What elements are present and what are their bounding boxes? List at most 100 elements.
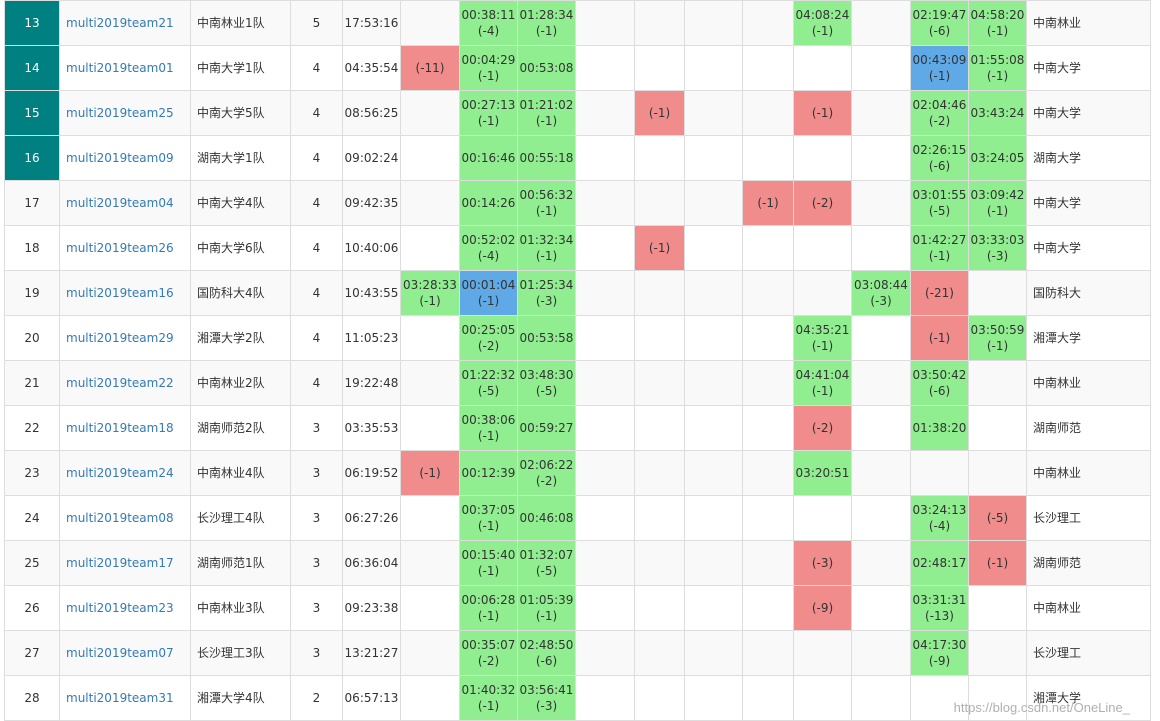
accept-time: 02:06:22	[519, 458, 574, 472]
accept-time: 04:08:24	[795, 8, 850, 22]
problem-cell	[575, 360, 635, 406]
team-link[interactable]: multi2019team08	[66, 511, 174, 525]
problem-cell	[968, 630, 1027, 676]
solved-count-cell: 4	[290, 180, 343, 226]
problem-cell	[634, 540, 685, 586]
penalty-time-cell: 03:35:53	[342, 405, 401, 451]
accept-time: 00:55:18	[519, 151, 574, 165]
team-cell: multi2019team23	[59, 585, 191, 631]
problem-cell: 04:17:30 (-9)	[910, 630, 969, 676]
wrong-tries: (-9)	[928, 654, 951, 668]
table-row: 22 multi2019team18 湖南师范2队 3 03:35:53 00:38:06…	[4, 405, 1151, 451]
problem-cell	[575, 315, 635, 361]
problem-cell	[742, 135, 794, 181]
team-name-cell: 湖南大学1队	[190, 135, 291, 181]
team-name-cell: 中南大学5队	[190, 90, 291, 136]
accept-time: 00:06:28	[461, 593, 516, 607]
scoreboard-table: 13 multi2019team21 中南林业1队 5 17:53:16 00:38:11…	[4, 0, 1151, 721]
rank-cell: 28	[4, 675, 60, 721]
wrong-tries: (-5)	[535, 564, 558, 578]
problem-cell	[851, 630, 911, 676]
accept-time: 02:48:50	[519, 638, 574, 652]
problem-cell: 00:01:04 (-1)	[459, 270, 518, 316]
team-link[interactable]: multi2019team04	[66, 196, 174, 210]
team-link[interactable]: multi2019team01	[66, 61, 174, 75]
team-link[interactable]: multi2019team23	[66, 601, 174, 615]
wrong-tries: (-1)	[535, 24, 558, 38]
problem-cell	[400, 675, 460, 721]
problem-cell	[575, 405, 635, 451]
accept-time: 01:25:34	[519, 278, 574, 292]
penalty-time-cell: 06:27:26	[342, 495, 401, 541]
problem-cell: 02:06:22 (-2)	[517, 450, 576, 496]
school-cell: 湖南师范	[1026, 405, 1151, 451]
rank-cell: 23	[4, 450, 60, 496]
team-link[interactable]: multi2019team07	[66, 646, 174, 660]
problem-cell: (-1)	[968, 540, 1027, 586]
problem-cell: 03:01:55 (-5)	[910, 180, 969, 226]
team-link[interactable]: multi2019team16	[66, 286, 174, 300]
problem-cell	[684, 270, 743, 316]
team-cell: multi2019team22	[59, 360, 191, 406]
wrong-tries: (-1)	[535, 609, 558, 623]
solved-count-cell: 3	[290, 630, 343, 676]
problem-cell	[634, 495, 685, 541]
wrong-tries: (-1)	[477, 294, 500, 308]
problem-cell	[910, 675, 969, 721]
team-link[interactable]: multi2019team09	[66, 151, 174, 165]
solved-count-cell: 4	[290, 225, 343, 271]
problem-cell: 03:20:51	[793, 450, 852, 496]
problem-cell	[575, 0, 635, 46]
school-cell: 中南林业	[1026, 585, 1151, 631]
team-link[interactable]: multi2019team25	[66, 106, 174, 120]
penalty-time-cell: 06:36:04	[342, 540, 401, 586]
problem-cell	[634, 315, 685, 361]
rank-cell: 18	[4, 225, 60, 271]
team-name-cell: 中南林业2队	[190, 360, 291, 406]
team-link[interactable]: multi2019team21	[66, 16, 174, 30]
penalty-time-cell: 10:40:06	[342, 225, 401, 271]
team-link[interactable]: multi2019team29	[66, 331, 174, 345]
wrong-tries: (-1)	[986, 339, 1009, 353]
problem-cell	[851, 135, 911, 181]
solved-count-cell: 3	[290, 405, 343, 451]
accept-time: 00:56:32	[519, 188, 574, 202]
problem-cell: 00:46:08	[517, 495, 576, 541]
problem-cell: 03:33:03 (-3)	[968, 225, 1027, 271]
team-link[interactable]: multi2019team17	[66, 556, 174, 570]
problem-cell	[400, 225, 460, 271]
problem-cell	[684, 0, 743, 46]
problem-cell: 02:19:47 (-6)	[910, 0, 969, 46]
problem-cell	[742, 630, 794, 676]
accept-time: 02:19:47	[912, 8, 967, 22]
problem-cell: 01:22:32 (-5)	[459, 360, 518, 406]
team-name-cell: 国防科大4队	[190, 270, 291, 316]
accept-time: 03:24:13	[912, 503, 967, 517]
problem-cell: 00:38:06 (-1)	[459, 405, 518, 451]
wrong-tries: (-2)	[811, 196, 834, 210]
accept-time: 00:53:08	[519, 61, 574, 75]
penalty-time-cell: 11:05:23	[342, 315, 401, 361]
team-name-cell: 中南大学6队	[190, 225, 291, 271]
team-name-cell: 湘潭大学2队	[190, 315, 291, 361]
wrong-tries: (-5)	[928, 204, 951, 218]
problem-cell: 01:42:27 (-1)	[910, 225, 969, 271]
team-link[interactable]: multi2019team24	[66, 466, 174, 480]
problem-cell: 03:24:13 (-4)	[910, 495, 969, 541]
team-link[interactable]: multi2019team26	[66, 241, 174, 255]
team-link[interactable]: multi2019team31	[66, 691, 174, 705]
rank-cell: 24	[4, 495, 60, 541]
problem-cell	[575, 45, 635, 91]
team-link[interactable]: multi2019team18	[66, 421, 174, 435]
rank-cell: 14	[4, 45, 60, 91]
accept-time: 01:40:32	[461, 683, 516, 697]
team-link[interactable]: multi2019team22	[66, 376, 174, 390]
wrong-tries: (-1)	[535, 204, 558, 218]
solved-count-cell: 4	[290, 270, 343, 316]
table-row: 24 multi2019team08 长沙理工4队 3 06:27:26 00:37:05…	[4, 495, 1151, 541]
team-name-cell: 长沙理工3队	[190, 630, 291, 676]
problem-cell	[400, 315, 460, 361]
problem-cell	[910, 450, 969, 496]
problem-cell	[634, 585, 685, 631]
wrong-tries: (-3)	[535, 699, 558, 713]
